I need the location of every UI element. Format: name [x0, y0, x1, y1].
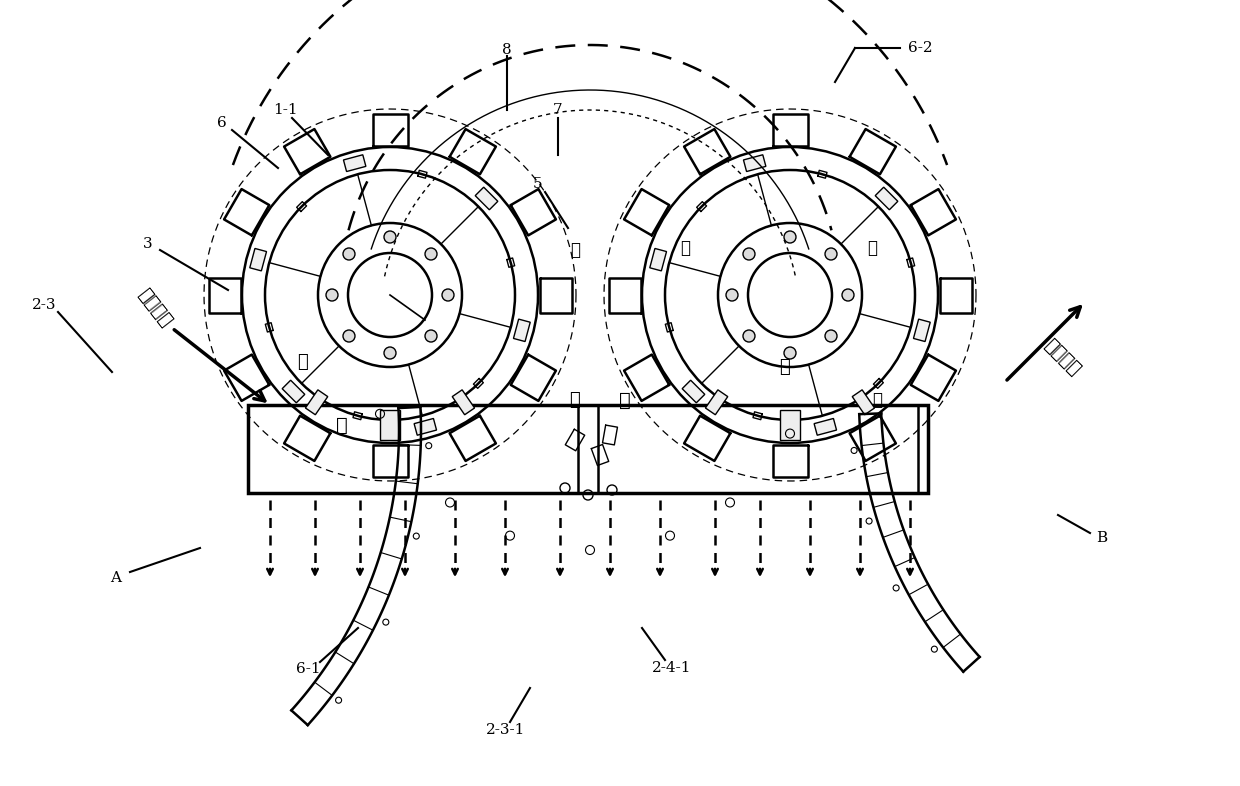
Circle shape	[842, 289, 854, 301]
Circle shape	[743, 248, 755, 260]
Text: 6: 6	[217, 116, 227, 130]
Polygon shape	[682, 380, 704, 403]
Polygon shape	[379, 410, 401, 440]
Polygon shape	[815, 418, 837, 435]
Polygon shape	[414, 418, 436, 435]
Text: 弱: 弱	[867, 239, 877, 257]
Polygon shape	[650, 248, 667, 271]
Polygon shape	[249, 248, 267, 271]
Circle shape	[384, 231, 396, 243]
Polygon shape	[852, 390, 874, 415]
Circle shape	[784, 231, 796, 243]
Text: 2-4-1: 2-4-1	[652, 661, 692, 675]
Text: 8: 8	[502, 43, 512, 57]
Circle shape	[343, 248, 355, 260]
Circle shape	[326, 289, 339, 301]
Polygon shape	[780, 410, 800, 440]
Circle shape	[725, 289, 738, 301]
Text: 弱: 弱	[872, 391, 882, 409]
Text: 7: 7	[553, 103, 563, 117]
Text: 6-2: 6-2	[908, 41, 932, 55]
Text: 弱: 弱	[570, 241, 580, 259]
Text: 弱: 弱	[569, 391, 580, 409]
Text: 秸茎排出: 秸茎排出	[1040, 336, 1084, 380]
Polygon shape	[305, 390, 327, 415]
Text: B: B	[1096, 531, 1107, 545]
Text: A: A	[110, 571, 122, 585]
Circle shape	[343, 330, 355, 342]
Circle shape	[441, 289, 454, 301]
Polygon shape	[875, 187, 898, 210]
Text: 强: 强	[336, 416, 348, 435]
Text: 弱: 弱	[298, 353, 309, 371]
Polygon shape	[475, 187, 497, 210]
Circle shape	[743, 330, 755, 342]
Text: 弱: 弱	[680, 239, 689, 257]
Polygon shape	[343, 155, 366, 171]
Text: 1-1: 1-1	[273, 103, 298, 117]
Polygon shape	[744, 155, 766, 171]
Text: 6-1: 6-1	[295, 662, 320, 676]
Circle shape	[784, 347, 796, 359]
Text: 强: 强	[780, 358, 790, 376]
Text: 3: 3	[143, 237, 153, 251]
Circle shape	[425, 330, 436, 342]
Polygon shape	[453, 390, 475, 415]
Text: 2-3-1: 2-3-1	[486, 723, 526, 737]
Bar	[248, 405, 578, 493]
Polygon shape	[914, 319, 930, 342]
Polygon shape	[513, 319, 531, 342]
Text: 强: 强	[619, 391, 631, 410]
Text: 2-3: 2-3	[32, 298, 56, 312]
Circle shape	[384, 347, 396, 359]
Circle shape	[425, 248, 436, 260]
Circle shape	[825, 248, 837, 260]
Text: 物料喂入: 物料喂入	[135, 285, 175, 330]
Text: 5: 5	[533, 177, 543, 191]
Polygon shape	[706, 390, 728, 415]
Polygon shape	[283, 380, 305, 403]
Bar	[598, 405, 918, 493]
Bar	[248, 405, 928, 493]
Circle shape	[825, 330, 837, 342]
